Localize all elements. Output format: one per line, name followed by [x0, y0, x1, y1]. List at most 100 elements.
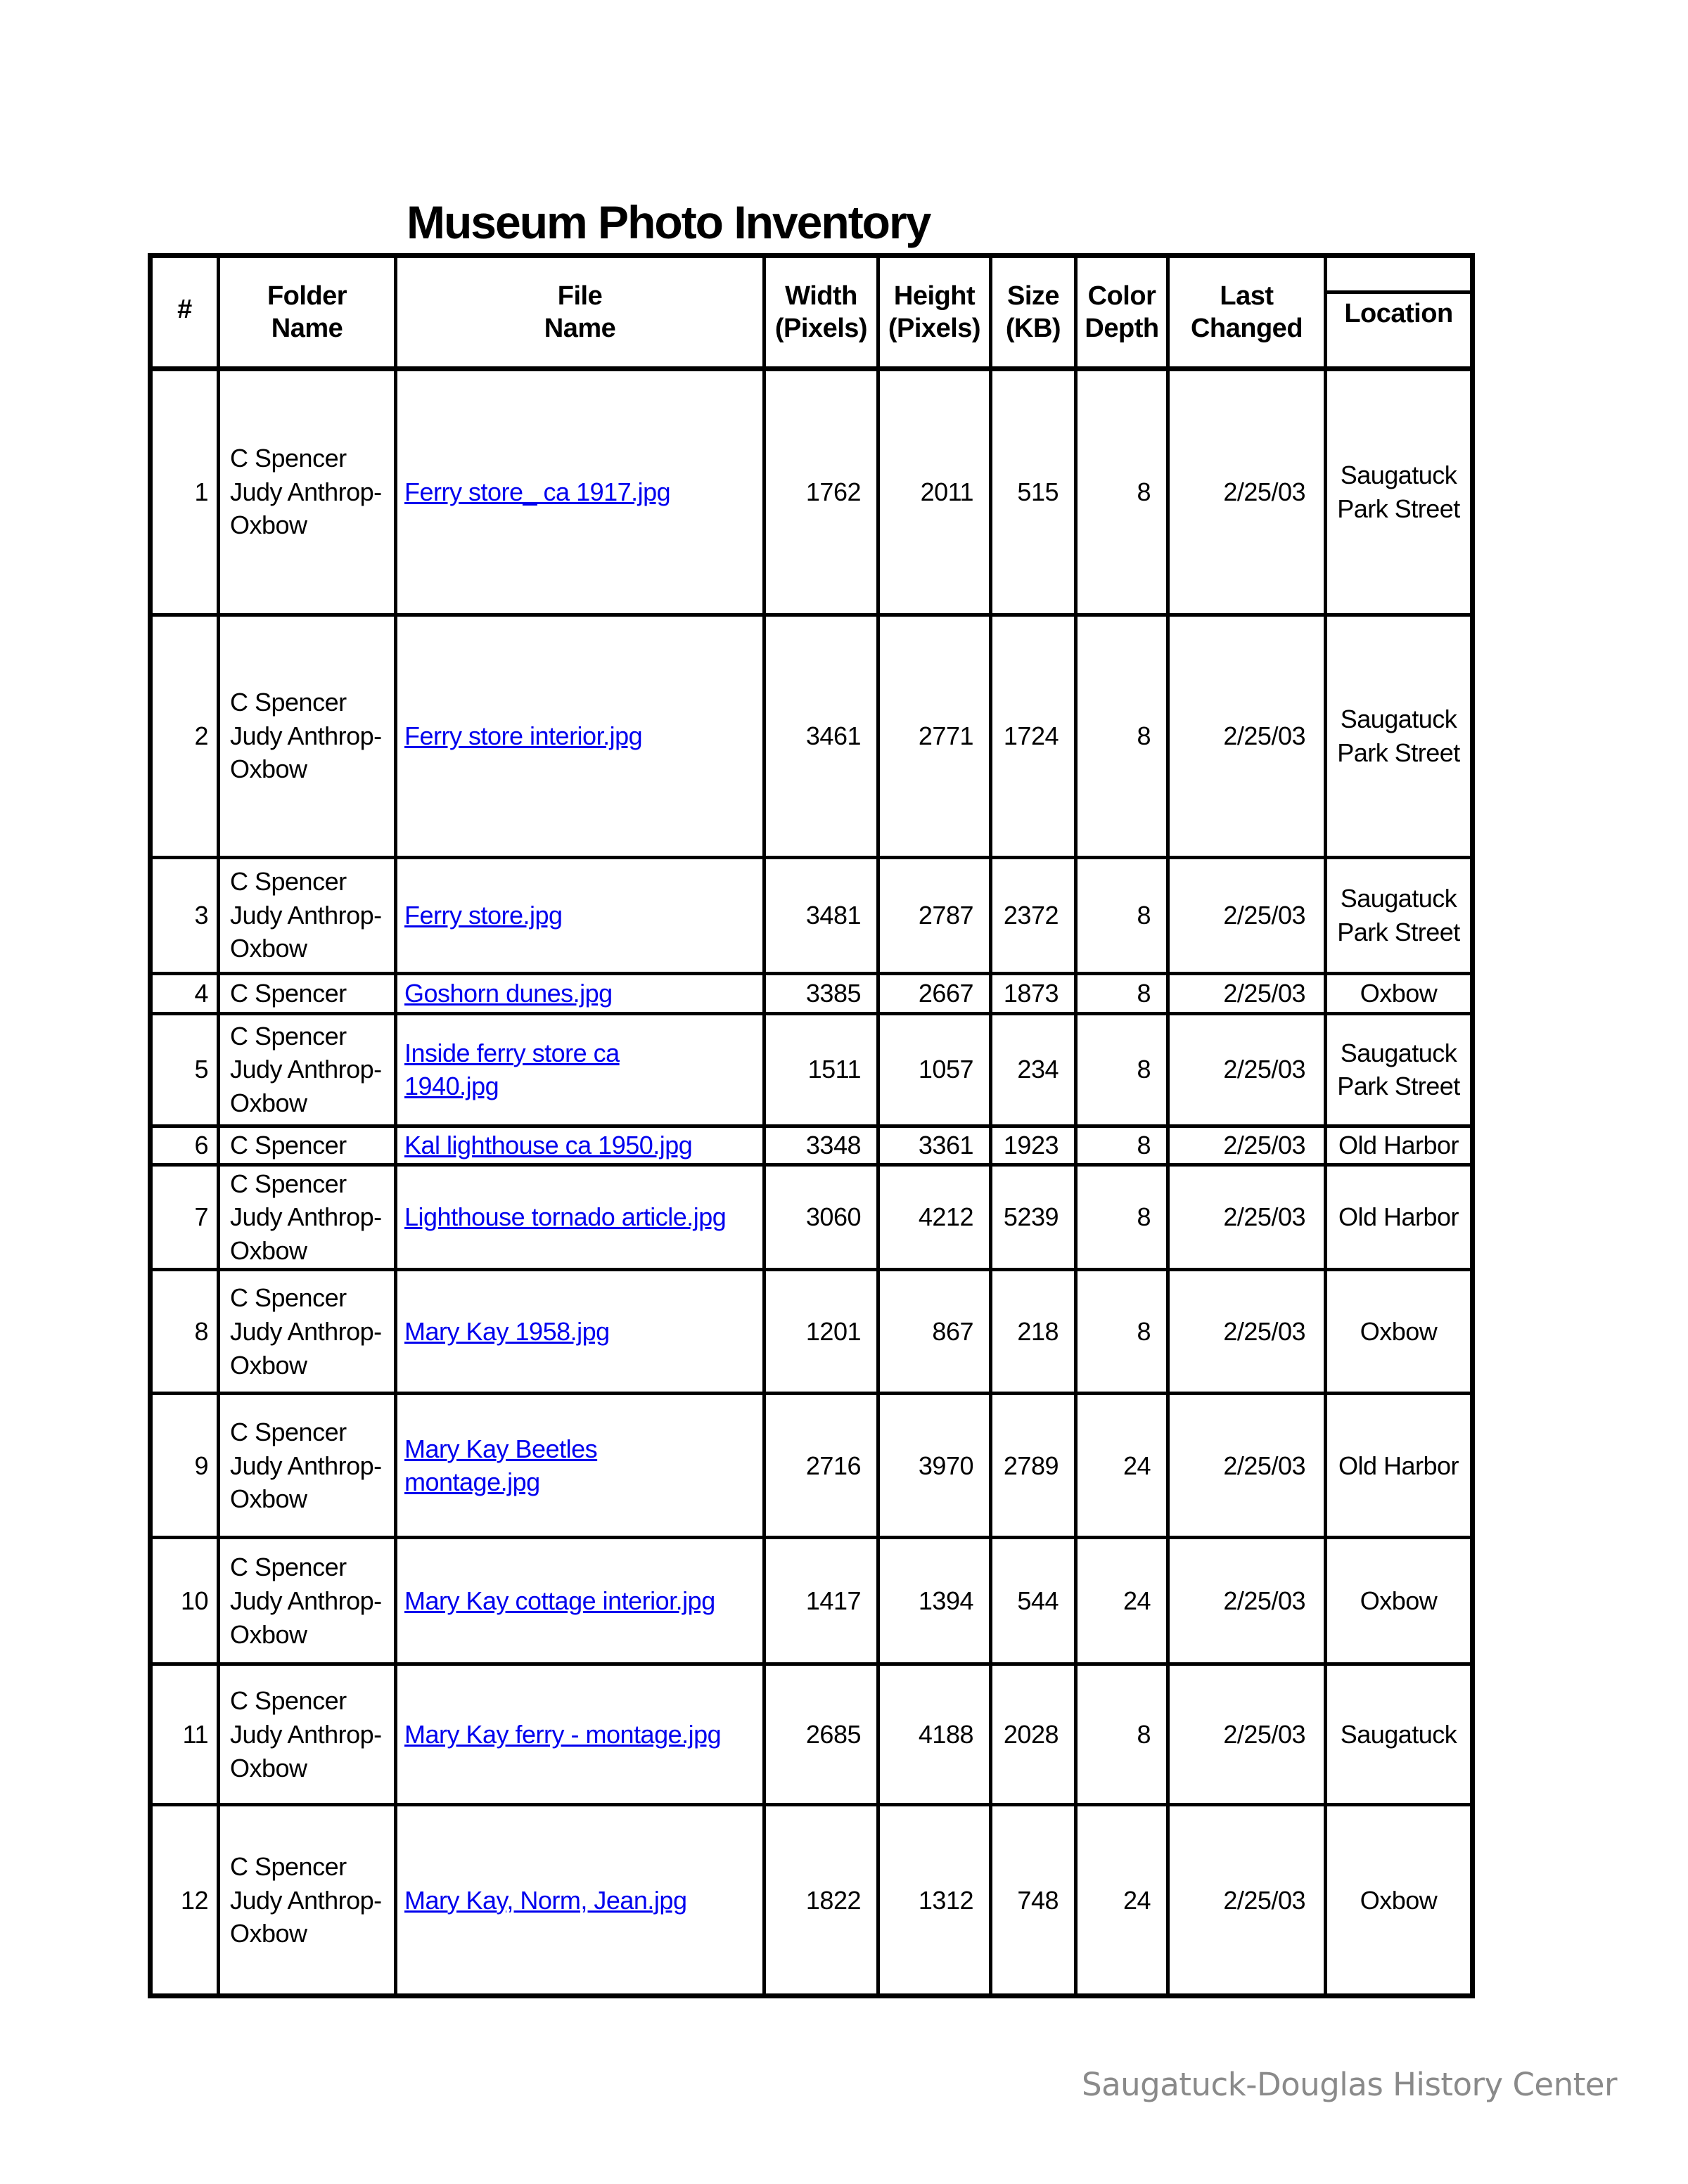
table-row: 11 C Spencer Judy Anthrop- Oxbow Mary Ka… [148, 1662, 1474, 1807]
file-name-cell: Mary Kay Beetles montage.jpg [394, 1392, 766, 1540]
location-cell: Old Harbor [1324, 1392, 1474, 1540]
height-cell: 1394 [876, 1536, 992, 1666]
table-row: 6 C Spencer Kal lighthouse ca 1950.jpg 3… [148, 1124, 1474, 1167]
size-cell: 2372 [989, 855, 1078, 975]
last-changed-cell: 2/25/03 [1166, 1536, 1327, 1666]
height-cell: 2771 [876, 612, 992, 859]
file-link[interactable]: Ferry store.jpg [404, 900, 563, 930]
folder-name-cell: C Spencer Judy Anthrop- Oxbow [217, 1268, 397, 1396]
location-cell: Oxbow [1324, 1268, 1474, 1396]
table-row: 10 C Spencer Judy Anthrop- Oxbow Mary Ka… [148, 1536, 1474, 1666]
size-cell: 1873 [989, 971, 1078, 1015]
color-depth-cell: 24 [1074, 1536, 1170, 1666]
col-header-size: Size (KB) [989, 254, 1078, 371]
color-depth-cell: 24 [1074, 1392, 1170, 1540]
file-link[interactable]: Goshorn dunes.jpg [404, 978, 613, 1008]
height-cell: 2787 [876, 855, 992, 975]
file-link[interactable]: Mary Kay Beetles montage.jpg [404, 1434, 598, 1497]
color-depth-cell: 8 [1074, 366, 1170, 617]
row-number-cell: 3 [148, 855, 220, 975]
col-header-last-changed: Last Changed [1166, 254, 1327, 371]
location-cell: Old Harbor [1324, 1124, 1474, 1167]
file-name-cell: Mary Kay 1958.jpg [394, 1268, 766, 1396]
table-row: 8 C Spencer Judy Anthrop- Oxbow Mary Kay… [148, 1268, 1474, 1396]
last-changed-cell: 2/25/03 [1166, 1268, 1327, 1396]
file-link[interactable]: Mary Kay cottage interior.jpg [404, 1586, 715, 1615]
file-name-cell: Mary Kay cottage interior.jpg [394, 1536, 766, 1666]
folder-name-cell: C Spencer Judy Anthrop- Oxbow [217, 855, 397, 975]
folder-name-cell: C Spencer [217, 971, 397, 1015]
width-cell: 1417 [762, 1536, 880, 1666]
size-cell: 218 [989, 1268, 1078, 1396]
row-number-cell: 4 [148, 971, 220, 1015]
size-cell: 1923 [989, 1124, 1078, 1167]
last-changed-cell: 2/25/03 [1166, 1011, 1327, 1128]
table-row: 5 C Spencer Judy Anthrop- Oxbow Inside f… [148, 1011, 1474, 1128]
folder-name-cell: C Spencer Judy Anthrop- Oxbow [217, 366, 397, 617]
size-cell: 2028 [989, 1662, 1078, 1807]
width-cell: 3481 [762, 855, 880, 975]
height-cell: 1312 [876, 1803, 992, 1998]
file-link[interactable]: Ferry store interior.jpg [404, 721, 643, 750]
row-number-cell: 7 [148, 1162, 220, 1272]
height-cell: 3970 [876, 1392, 992, 1540]
location-header-box: Location [1329, 290, 1469, 333]
size-cell: 544 [989, 1536, 1078, 1666]
width-cell: 3461 [762, 612, 880, 859]
table-row: 3 C Spencer Judy Anthrop- Oxbow Ferry st… [148, 855, 1474, 975]
page-title: Museum Photo Inventory [407, 196, 931, 248]
table-row: 9 C Spencer Judy Anthrop- Oxbow Mary Kay… [148, 1392, 1474, 1540]
row-number-cell: 8 [148, 1268, 220, 1396]
col-header-folder-name: Folder Name [217, 254, 397, 371]
row-number-cell: 9 [148, 1392, 220, 1540]
location-cell: Oxbow [1324, 1536, 1474, 1666]
width-cell: 3060 [762, 1162, 880, 1272]
file-name-cell: Inside ferry store ca 1940.jpg [394, 1011, 766, 1128]
width-cell: 2716 [762, 1392, 880, 1540]
file-link[interactable]: Inside ferry store ca 1940.jpg [404, 1038, 620, 1101]
color-depth-cell: 8 [1074, 1162, 1170, 1272]
size-cell: 2789 [989, 1392, 1078, 1540]
table-body: 1 C Spencer Judy Anthrop- Oxbow Ferry st… [148, 366, 1474, 1998]
file-link[interactable]: Mary Kay, Norm, Jean.jpg [404, 1885, 687, 1915]
file-link[interactable]: Kal lighthouse ca 1950.jpg [404, 1130, 693, 1160]
size-cell: 748 [989, 1803, 1078, 1998]
last-changed-cell: 2/25/03 [1166, 1392, 1327, 1540]
location-cell: Saugatuck Park Street [1324, 1011, 1474, 1128]
last-changed-cell: 2/25/03 [1166, 1803, 1327, 1998]
col-header-width: Width (Pixels) [762, 254, 880, 371]
width-cell: 1511 [762, 1011, 880, 1128]
last-changed-cell: 2/25/03 [1166, 855, 1327, 975]
size-cell: 1724 [989, 612, 1078, 859]
col-header-color-depth: Color Depth [1074, 254, 1170, 371]
table-row: 7 C Spencer Judy Anthrop- Oxbow Lighthou… [148, 1162, 1474, 1272]
folder-name-cell: C Spencer Judy Anthrop- Oxbow [217, 1803, 397, 1998]
col-header-file-name: File Name [394, 254, 766, 371]
color-depth-cell: 8 [1074, 971, 1170, 1015]
size-cell: 5239 [989, 1162, 1078, 1272]
col-header-height: Height (Pixels) [876, 254, 992, 371]
row-number-cell: 12 [148, 1803, 220, 1998]
table-row: 4 C Spencer Goshorn dunes.jpg 3385 2667 … [148, 971, 1474, 1015]
folder-name-cell: C Spencer [217, 1124, 397, 1167]
folder-name-cell: C Spencer Judy Anthrop- Oxbow [217, 1392, 397, 1540]
folder-name-cell: C Spencer Judy Anthrop- Oxbow [217, 1662, 397, 1807]
width-cell: 1201 [762, 1268, 880, 1396]
row-number-cell: 5 [148, 1011, 220, 1128]
width-cell: 2685 [762, 1662, 880, 1807]
color-depth-cell: 8 [1074, 612, 1170, 859]
col-header-location: Location [1324, 254, 1474, 371]
location-cell: Oxbow [1324, 971, 1474, 1015]
row-number-cell: 11 [148, 1662, 220, 1807]
file-name-cell: Ferry store.jpg [394, 855, 766, 975]
last-changed-cell: 2/25/03 [1166, 971, 1327, 1015]
height-cell: 4188 [876, 1662, 992, 1807]
file-link[interactable]: Mary Kay ferry - montage.jpg [404, 1720, 722, 1749]
file-link[interactable]: Ferry store_ ca 1917.jpg [404, 477, 671, 506]
folder-name-cell: C Spencer Judy Anthrop- Oxbow [217, 1536, 397, 1666]
file-link[interactable]: Mary Kay 1958.jpg [404, 1317, 610, 1346]
file-link[interactable]: Lighthouse tornado article.jpg [404, 1202, 727, 1232]
size-cell: 234 [989, 1011, 1078, 1128]
location-cell: Oxbow [1324, 1803, 1474, 1998]
